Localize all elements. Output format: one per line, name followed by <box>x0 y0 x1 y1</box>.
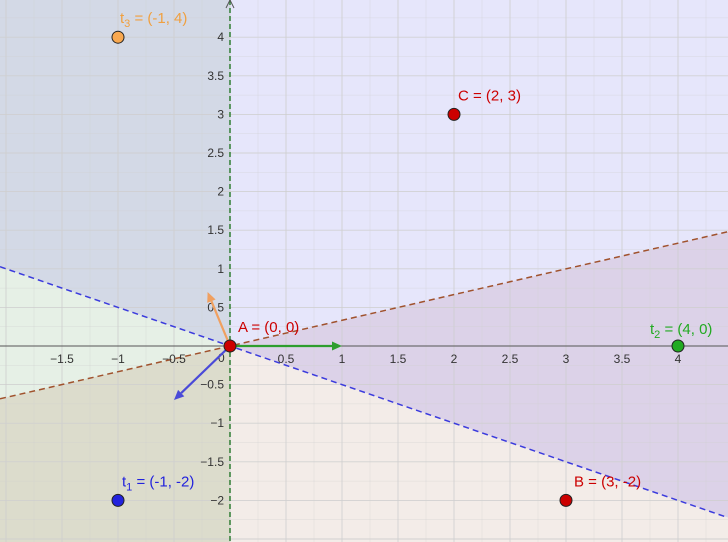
y-tick-label: 3 <box>217 107 224 121</box>
region-lower-left <box>0 346 230 542</box>
vector-blue-head <box>174 389 185 401</box>
point-label-t3: t3 = (-1, 4) <box>120 10 187 30</box>
point-A[interactable] <box>223 339 237 353</box>
y-tick-label: 3.5 <box>207 69 224 83</box>
region-upper-left <box>0 0 230 346</box>
point-label-A: A = (0, 0) <box>238 319 299 336</box>
x-tick-label: 1.5 <box>390 352 407 366</box>
vector-orange-head <box>207 291 216 303</box>
region-lower-right <box>230 346 728 542</box>
line-blue <box>0 266 728 519</box>
y-tick-label: −1 <box>210 416 224 430</box>
x-tick-label: 0 <box>218 351 225 365</box>
point-B[interactable] <box>559 493 573 507</box>
vector-orange[interactable] <box>210 300 232 347</box>
vector-blue[interactable] <box>180 345 231 394</box>
x-tick-label: 3.5 <box>614 352 631 366</box>
y-tick-label: 4 <box>217 30 224 44</box>
point-label-t1: t1 = (-1, -2) <box>122 473 194 493</box>
y-tick-label: −2 <box>210 493 224 507</box>
y-tick-label: −0.5 <box>200 378 224 392</box>
point-label-C: C = (2, 3) <box>458 87 521 104</box>
x-tick-label: 1 <box>339 352 346 366</box>
x-tick-label: −0.5 <box>162 352 186 366</box>
x-tick-label: −1 <box>111 352 125 366</box>
y-axis-arrow <box>225 0 235 9</box>
region-left-middle <box>0 266 230 399</box>
point-C[interactable] <box>447 107 461 121</box>
point-t3[interactable] <box>111 30 125 44</box>
x-tick-label: −1.5 <box>50 352 74 366</box>
y-tick-label: 2.5 <box>207 146 224 160</box>
region-right-middle <box>230 231 728 518</box>
y-tick-label: −1.5 <box>200 455 224 469</box>
line-brown <box>0 230 728 400</box>
x-tick-label: 4 <box>675 352 682 366</box>
point-t1[interactable] <box>111 493 125 507</box>
y-tick-label: 1 <box>217 262 224 276</box>
x-tick-label: 3 <box>563 352 570 366</box>
vector-green-head <box>332 341 342 351</box>
y-tick-label: 2 <box>217 185 224 199</box>
point-t2[interactable] <box>671 339 685 353</box>
point-label-B: B = (3, -2) <box>574 473 641 490</box>
x-tick-label: 0.5 <box>278 352 295 366</box>
x-tick-label: 2.5 <box>502 352 519 366</box>
x-tick-label: 2 <box>451 352 458 366</box>
y-tick-label: 1.5 <box>207 223 224 237</box>
region-upper-right <box>230 0 728 346</box>
point-label-t2: t2 = (4, 0) <box>650 321 712 341</box>
